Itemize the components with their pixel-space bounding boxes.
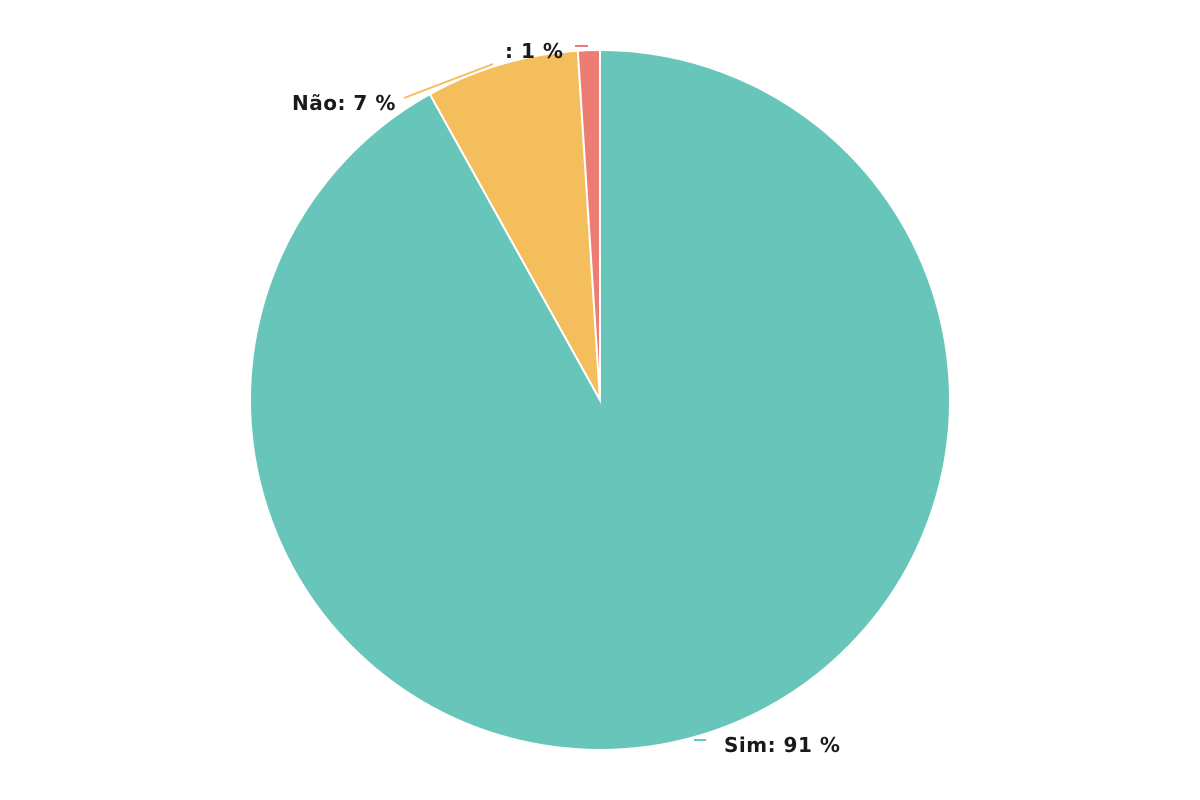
pie-slice-n-o (428, 49, 601, 401)
slices-layer (248, 48, 951, 751)
data-label: Sim: 91 % (724, 733, 840, 757)
label-connector (403, 63, 494, 99)
data-label: Não: 7 % (292, 91, 396, 115)
data-label: : 1 % (505, 39, 563, 63)
labels-layer: Sim: 91 % Não: 7 % : 1 % (292, 39, 840, 757)
connectors-layer (403, 45, 706, 741)
pie-slice-unlabeled (576, 48, 601, 401)
